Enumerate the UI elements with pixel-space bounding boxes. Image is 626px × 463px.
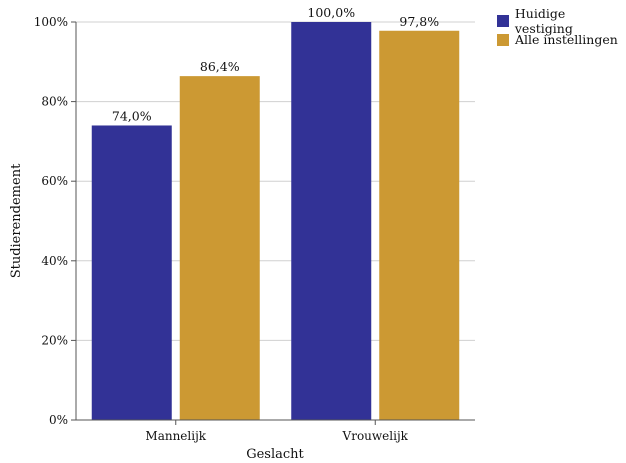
bar xyxy=(291,22,372,420)
bar xyxy=(379,30,460,420)
y-tick-label: 0% xyxy=(49,413,68,427)
legend-swatch-huidige-vestiging xyxy=(497,14,509,27)
data-label: 74,0% xyxy=(112,108,152,123)
legend-swatch-alle-instellingen xyxy=(497,33,509,46)
x-tick-label: Vrouwelijk xyxy=(342,429,409,443)
x-tick-label: Mannelijk xyxy=(145,429,206,443)
legend-item-alle-instellingen: Alle instellingen xyxy=(497,30,626,49)
y-tick-label: 20% xyxy=(41,333,68,347)
axes xyxy=(75,22,475,425)
x-axis-title: Geslacht xyxy=(246,447,304,462)
data-labels: 74,0% 86,4% 100,0% 97,8% xyxy=(112,5,439,123)
bar xyxy=(91,125,172,420)
legend: Huidige vestiging Alle instellingen xyxy=(497,6,626,49)
y-tick-label: 60% xyxy=(41,174,68,188)
data-label: 97,8% xyxy=(399,14,439,29)
y-axis-title: Studierendement xyxy=(9,163,24,278)
data-label: 100,0% xyxy=(307,5,355,20)
data-label: 86,4% xyxy=(200,59,240,74)
tick-labels: 0% 20% 40% 60% 80% 100% Mannelijk Vrouwelijk xyxy=(34,15,409,443)
legend-label: Alle instellingen xyxy=(515,32,618,47)
y-tick-label: 80% xyxy=(41,95,68,109)
legend-label: Huidige vestiging xyxy=(514,5,573,36)
bar xyxy=(179,76,260,421)
y-tick-label: 40% xyxy=(41,254,68,268)
y-tick-label: 100% xyxy=(34,15,68,29)
legend-item-huidige-vestiging: Huidige vestiging xyxy=(497,6,626,36)
bars xyxy=(91,22,460,421)
